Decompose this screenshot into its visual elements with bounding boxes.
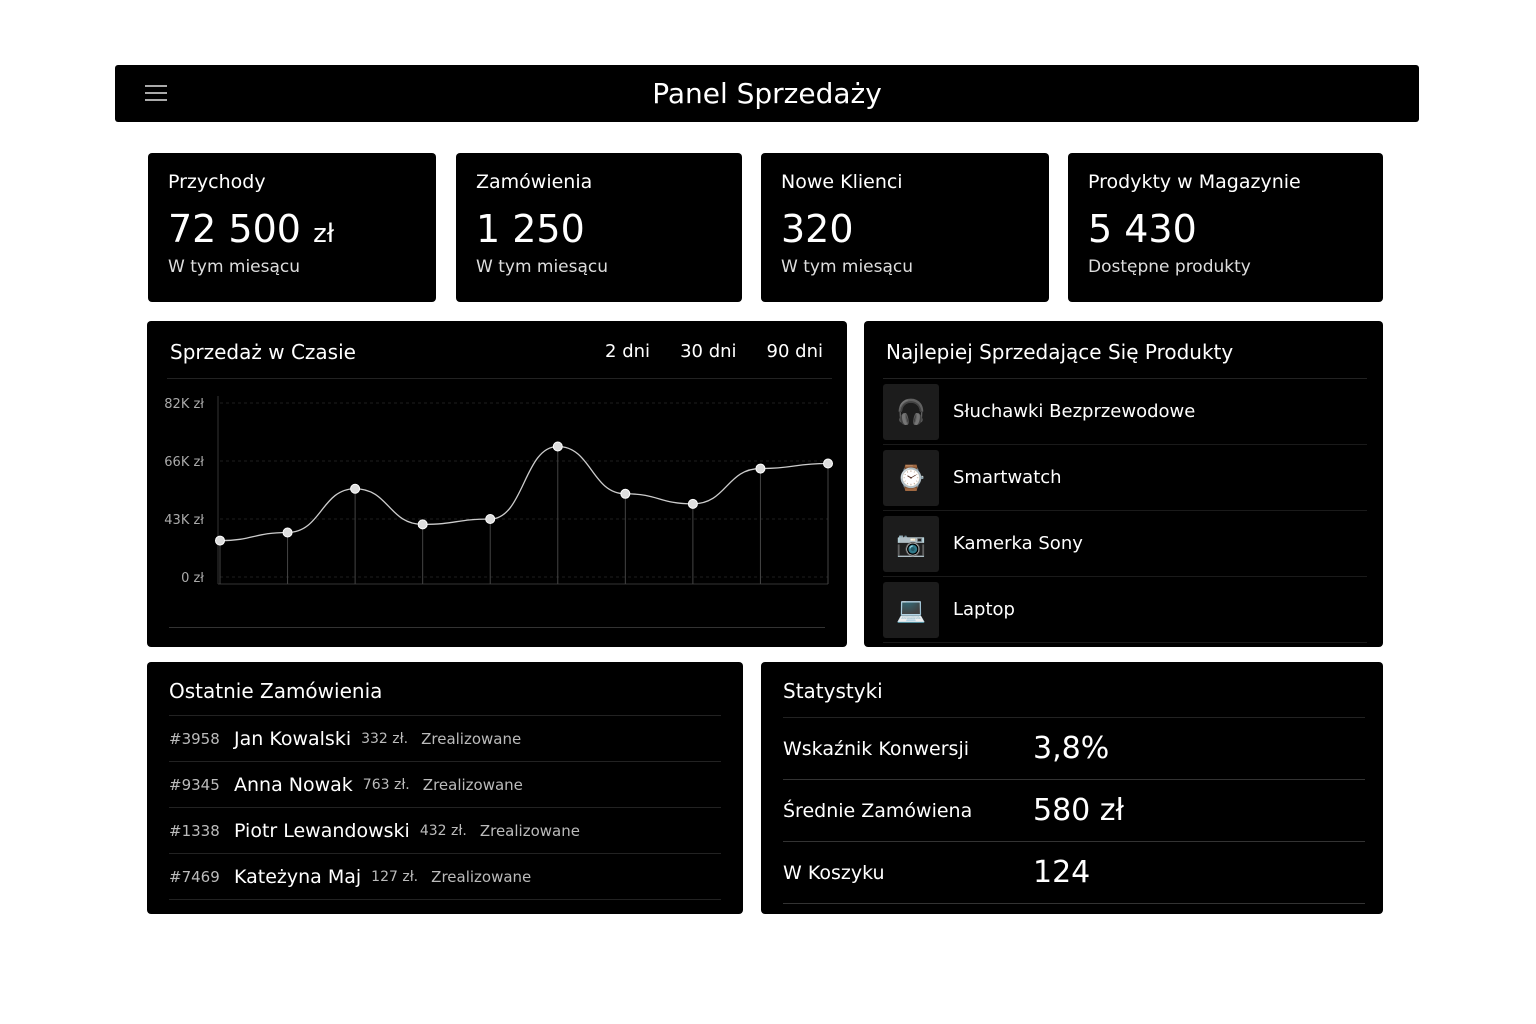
stat-value: 124 (1033, 855, 1091, 890)
kpi-revenue: Przychody 72 500 zł W tym miesącu (148, 153, 436, 302)
sales-chart-panel: Sprzedaż w Czasie 2 dni 30 dni 90 dni 82… (147, 321, 847, 647)
kpi-title: Prodykty w Magazynie (1088, 171, 1301, 193)
data-point (282, 527, 293, 538)
data-point (485, 514, 496, 524)
stat-label: Średnie Zamówiena (783, 799, 973, 822)
order-row[interactable]: #9345 Anna Nowak 763 zł. Zrealizowane (169, 762, 721, 808)
data-point (552, 441, 563, 452)
product-name: Smartwatch (953, 467, 1062, 488)
data-point (620, 488, 631, 499)
panel-title: Statystyki (783, 679, 883, 703)
panel-title: Ostatnie Zamówienia (169, 679, 383, 703)
panel-title: Najlepiej Sprzedające Się Produkty (886, 340, 1234, 364)
kpi-stock: Prodykty w Magazynie 5 430 Dostępne prod… (1068, 153, 1383, 302)
product-item[interactable]: 🎧 Słuchawki Bezprzewodowe (883, 379, 1367, 445)
kpi-value: 5 430 (1088, 207, 1197, 251)
kpi-sub: Dostępne produkty (1088, 257, 1251, 277)
kpi-value: 72 500 (168, 207, 301, 251)
order-id: #1338 (169, 821, 220, 840)
order-id: #9345 (169, 775, 220, 794)
panel-title: Sprzedaż w Czasie (170, 340, 356, 364)
customer-name: Jan Kowalski (234, 727, 352, 750)
kpi-sub: W tym miesącu (476, 257, 609, 277)
kpi-title: Zamówienia (476, 171, 593, 193)
range-90-days[interactable]: 90 dni (766, 341, 823, 362)
order-amount: 127 zł. (371, 868, 419, 885)
data-point (687, 498, 698, 509)
kpi-unit: zł (313, 219, 335, 249)
top-products-panel: Najlepiej Sprzedające Się Produkty 🎧 Słuc… (864, 321, 1383, 647)
stat-label: Wskaźnik Konwersji (783, 737, 970, 760)
order-status: Zrealizowane (421, 729, 522, 748)
product-item[interactable]: 📷 Kamerka Sony (883, 511, 1367, 577)
stat-row: Średnie Zamówiena 580 zł (783, 780, 1365, 842)
y-tick-label: 82K zł (164, 397, 204, 412)
order-status: Zrealizowane (479, 821, 580, 840)
headphones-icon: 🎧 (883, 383, 939, 440)
top-bar: Panel Sprzedaży (115, 65, 1419, 122)
recent-orders-panel: Ostatnie Zamówienia #3958 Jan Kowalski 332… (147, 662, 743, 914)
order-row[interactable]: #7469 Kateżyna Maj 127 zł. Zrealizowane (169, 854, 721, 900)
kpi-title: Nowe Klienci (781, 171, 903, 193)
order-status: Zrealizowane (431, 867, 532, 886)
data-point (755, 463, 766, 474)
kpi-sub: W tym miesącu (168, 257, 301, 277)
stat-row: Wskaźnik Konwersji 3,8% (783, 718, 1365, 780)
kpi-sub: W tym miesącu (781, 257, 914, 277)
y-tick-label: 0 zł (181, 571, 204, 586)
order-amount: 332 zł. (361, 730, 409, 747)
kpi-value: 1 250 (476, 207, 585, 251)
kpi-value: 320 (781, 207, 854, 251)
kpi-title: Przychody (168, 171, 266, 193)
product-name: Laptop (953, 599, 1015, 620)
product-name: Słuchawki Bezprzewodowe (953, 401, 1196, 422)
product-name: Kamerka Sony (953, 533, 1083, 554)
hamburger-icon[interactable] (145, 85, 167, 101)
order-status: Zrealizowane (422, 775, 523, 794)
sales-line (219, 445, 829, 542)
order-id: #7469 (169, 867, 220, 886)
y-tick-label: 43K zł (164, 513, 204, 528)
data-point (417, 519, 428, 530)
stat-row: W Koszyku 124 (783, 842, 1365, 904)
camera-icon: 📷 (883, 515, 939, 572)
customer-name: Anna Nowak (234, 773, 353, 796)
data-point (350, 483, 361, 494)
smartwatch-icon: ⌚ (883, 449, 939, 506)
page-title: Panel Sprzedaży (652, 77, 882, 110)
data-point (215, 535, 225, 546)
sales-line-chart: 82K zł 66K zł 43K zł 0 zł (164, 396, 833, 586)
order-row[interactable]: #1338 Piotr Lewandowski 432 zł. Zrealizowan… (169, 808, 721, 854)
kpi-orders: Zamówienia 1 250 W tym miesącu (456, 153, 742, 302)
stat-value: 3,8% (1033, 731, 1110, 766)
order-amount: 763 zł. (362, 776, 410, 793)
laptop-icon: 💻 (883, 581, 939, 638)
product-item[interactable]: ⌚ Smartwatch (883, 445, 1367, 511)
y-tick-label: 66K zł (164, 455, 204, 470)
order-row[interactable]: #3958 Jan Kowalski 332 zł. Zrealizowane (169, 716, 721, 762)
customer-name: Piotr Lewandowski (234, 819, 410, 842)
order-amount: 432 zł. (419, 822, 467, 839)
stat-value: 580 zł (1033, 793, 1125, 828)
range-30-days[interactable]: 30 dni (680, 341, 737, 362)
stat-label: W Koszyku (783, 861, 885, 884)
customer-name: Kateżyna Maj (234, 865, 362, 888)
data-point (823, 458, 833, 469)
statistics-panel: Statystyki Wskaźnik Konwersji 3,8% Średnie… (761, 662, 1383, 914)
kpi-new-clients: Nowe Klienci 320 W tym miesącu (761, 153, 1049, 302)
product-item[interactable]: 💻 Laptop (883, 577, 1367, 643)
range-2-days[interactable]: 2 dni (605, 341, 651, 362)
order-id: #3958 (169, 729, 220, 748)
